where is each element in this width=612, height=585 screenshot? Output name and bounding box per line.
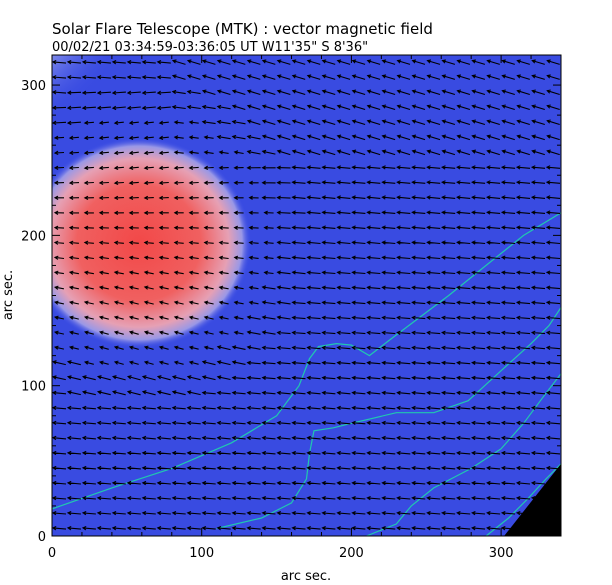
axes: 0 100 200 300 0 100 200 300	[21, 54, 562, 561]
contour-right	[366, 373, 561, 536]
x-tick-label: 0	[48, 546, 56, 561]
occulted-corner	[504, 463, 561, 536]
contour-middle	[216, 307, 561, 530]
vector-field-arrows	[52, 59, 561, 531]
x-tick-label: 100	[189, 546, 214, 561]
y-tick-label: 200	[21, 229, 46, 244]
plot-area	[52, 55, 561, 536]
y-tick-label: 300	[21, 79, 46, 94]
chart-title: Solar Flare Telescope (MTK) : vector mag…	[52, 20, 433, 38]
x-axis-label: arc sec.	[281, 569, 331, 584]
positive-region-top-corner	[52, 55, 142, 140]
vector-arrow-field	[52, 59, 561, 531]
y-tick-label: 100	[21, 380, 46, 395]
chart-subtitle: 00/02/21 03:34:59-03:36:05 UT W11'35" S …	[52, 40, 368, 55]
y-tick-label: 0	[38, 530, 46, 545]
contour-lower-left	[52, 212, 561, 510]
x-tick-label: 300	[489, 546, 514, 561]
x-tick-label: 200	[339, 546, 364, 561]
y-axis-label: arc sec.	[1, 270, 16, 320]
